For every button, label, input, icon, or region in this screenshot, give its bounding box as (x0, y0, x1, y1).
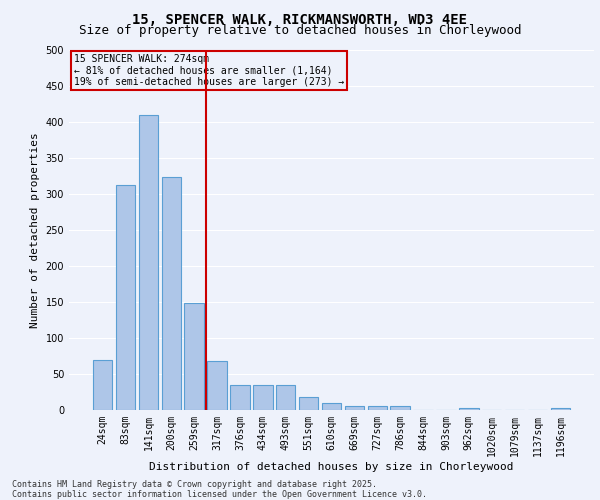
Text: Contains HM Land Registry data © Crown copyright and database right 2025.
Contai: Contains HM Land Registry data © Crown c… (12, 480, 427, 499)
Bar (344, 406, 364, 410)
Bar (551, 408, 570, 410)
Bar (161, 178, 181, 410)
Bar (184, 304, 204, 410)
X-axis label: Distribution of detached houses by size in Chorleywood: Distribution of detached houses by size … (149, 462, 514, 471)
Text: Size of property relative to detached houses in Chorleywood: Size of property relative to detached ho… (79, 24, 521, 37)
Bar (322, 403, 341, 410)
Bar (276, 385, 295, 410)
Bar (230, 385, 250, 410)
Bar (391, 406, 410, 410)
Bar (368, 406, 387, 410)
Bar (253, 385, 272, 410)
Bar (299, 397, 319, 410)
Bar (116, 186, 135, 410)
Bar (93, 360, 112, 410)
Y-axis label: Number of detached properties: Number of detached properties (30, 132, 40, 328)
Bar (459, 408, 479, 410)
Text: 15, SPENCER WALK, RICKMANSWORTH, WD3 4EE: 15, SPENCER WALK, RICKMANSWORTH, WD3 4EE (133, 12, 467, 26)
Text: 15 SPENCER WALK: 274sqm
← 81% of detached houses are smaller (1,164)
19% of semi: 15 SPENCER WALK: 274sqm ← 81% of detache… (74, 54, 344, 87)
Bar (139, 115, 158, 410)
Bar (208, 361, 227, 410)
